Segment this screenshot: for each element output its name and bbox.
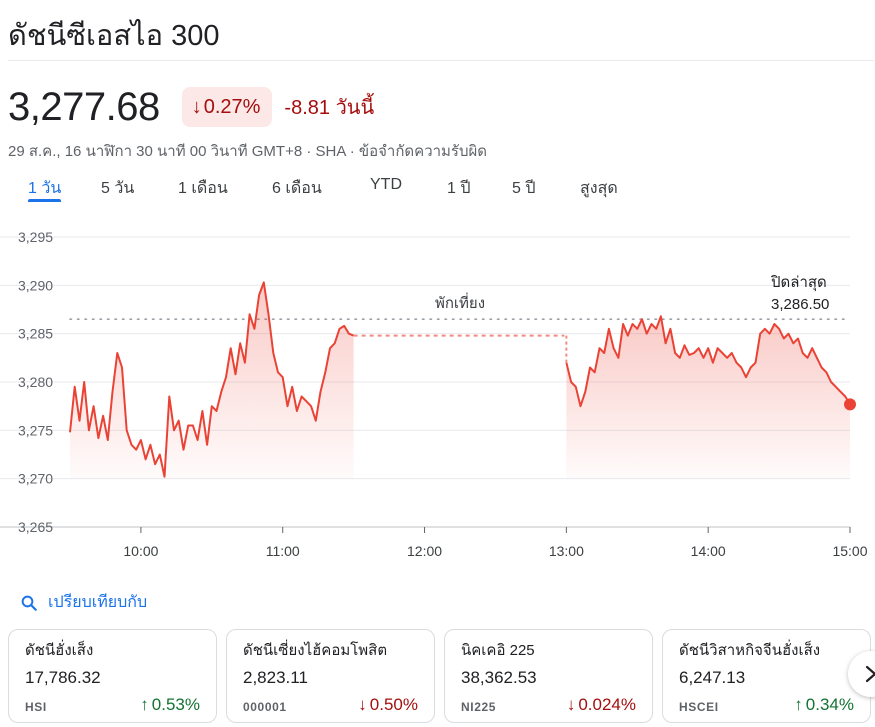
search-icon	[21, 595, 37, 611]
card-change: ↓ 0.024%	[567, 695, 636, 715]
lunch-break-label: พักเที่ยง	[435, 292, 485, 312]
y-tick-label: 3,295	[18, 229, 53, 245]
divider	[8, 60, 874, 61]
y-tick-label: 3,285	[18, 326, 53, 342]
x-tick-label: 11:00	[266, 543, 300, 559]
previous-close-value: 3,286.50	[771, 296, 829, 313]
tab-1-day[interactable]: 1 วัน	[28, 180, 62, 197]
y-tick-label: 3,275	[18, 422, 53, 438]
card-name: ดัชนีฮั่งเส็ง	[25, 642, 94, 659]
y-tick-label: 3,265	[18, 519, 53, 535]
card-ticker: HSI	[25, 700, 47, 714]
quote-meta: 29 ส.ค., 16 นาฬิกา 30 นาที 00 วินาที GMT…	[8, 139, 487, 163]
related-index-card[interactable]: นิคเคอิ 225 38,362.53 NI225 ↓ 0.024%	[444, 629, 653, 723]
card-change-value: 0.50%	[369, 695, 418, 714]
y-tick-label: 3,270	[18, 471, 53, 487]
arrow-down-icon: ↓	[191, 95, 202, 118]
x-tick-label: 15:00	[832, 543, 867, 559]
price-chart-svg[interactable]: 3,295 3,290 3,285 3,280 3,275 3,270 3,265 10:00…	[0, 222, 875, 567]
previous-close-label: ปิดล่าสุด	[770, 274, 827, 292]
tab-5-years[interactable]: 5 ปี	[512, 180, 536, 197]
compare-button[interactable]: เปรียบเทียบกับ	[20, 590, 147, 615]
tab-1-year[interactable]: 1 ปี	[447, 180, 471, 197]
arrow-down-icon: ↓	[566, 695, 576, 714]
change-absolute: -8.81 วันนี้	[284, 97, 375, 119]
arrow-down-icon: ↓	[358, 695, 367, 714]
change-percent: 0.27%	[203, 95, 261, 118]
chevron-right-icon	[865, 665, 875, 683]
arrow-up-icon: ↑	[794, 695, 803, 714]
related-index-card[interactable]: ดัชนีวิสาหกิจจีนฮั่งเส็ง 6,247.13 HSCEI …	[662, 629, 871, 723]
price-line	[69, 281, 354, 478]
area-fill	[566, 316, 850, 479]
card-ticker: NI225	[461, 700, 497, 714]
x-tick-label: 14:00	[691, 543, 726, 559]
last-price-dot	[844, 398, 856, 411]
tab-6-months[interactable]: 6 เดือน	[272, 180, 322, 197]
related-index-card[interactable]: ดัชนีฮั่งเส็ง 17,786.32 HSI ↑ 0.53%	[8, 629, 217, 723]
page-title: ดัชนีซีเอสไอ 300	[8, 20, 220, 52]
tab-1-month[interactable]: 1 เดือน	[178, 180, 228, 197]
card-value: 38,362.53	[461, 668, 537, 687]
range-tabs: 1 วัน 5 วัน 1 เดือน 6 เดือน YTD 1 ปี 5 ป…	[0, 168, 660, 204]
arrow-up-icon: ↑	[140, 695, 149, 714]
tab-5-days[interactable]: 5 วัน	[101, 180, 135, 197]
card-change: ↓ 0.50%	[358, 695, 418, 715]
x-tick-label: 10:00	[123, 543, 158, 559]
y-tick-label: 3,290	[18, 277, 53, 293]
related-index-card[interactable]: ดัชนีเซี่ยงไฮ้คอมโพสิต 2,823.11 000001 ↓…	[226, 629, 435, 723]
card-name: ดัชนีเซี่ยงไฮ้คอมโพสิต	[243, 642, 388, 659]
card-change-value: 0.024%	[578, 695, 636, 714]
tab-ytd[interactable]: YTD	[370, 176, 402, 193]
x-tick-label: 13:00	[549, 543, 584, 559]
card-value: 2,823.11	[243, 668, 308, 687]
card-change-value: 0.53%	[151, 695, 200, 714]
card-name: ดัชนีวิสาหกิจจีนฮั่งเส็ง	[679, 642, 821, 659]
quote-meta-text: 29 ส.ค., 16 นาฬิกา 30 นาที 00 วินาที GMT…	[8, 143, 488, 160]
area-fill	[70, 282, 354, 479]
card-ticker: HSCEI	[679, 700, 719, 714]
card-change-value: 0.34%	[805, 695, 854, 714]
card-value: 17,786.32	[25, 668, 101, 687]
card-change: ↑ 0.34%	[794, 695, 854, 715]
y-tick-label: 3,280	[18, 374, 53, 390]
card-name: นิคเคอิ 225	[461, 642, 535, 659]
price-line	[565, 315, 851, 408]
tab-max[interactable]: สูงสุด	[580, 180, 618, 197]
card-change: ↑ 0.53%	[140, 695, 200, 715]
price-chart[interactable]: 3,295 3,290 3,285 3,280 3,275 3,270 3,265 10:00…	[0, 222, 875, 567]
active-tab-indicator	[28, 199, 61, 202]
card-value: 6,247.13	[679, 668, 746, 687]
quote-summary: 3,277.68 ↓ 0.27% -8.81 วันนี้	[8, 84, 374, 130]
x-tick-label: 12:00	[407, 543, 442, 559]
card-ticker: 000001	[243, 700, 287, 714]
current-price: 3,277.68	[8, 84, 160, 129]
compare-label: เปรียบเทียบกับ	[48, 594, 148, 611]
change-percent-badge: ↓ 0.27%	[181, 87, 273, 127]
